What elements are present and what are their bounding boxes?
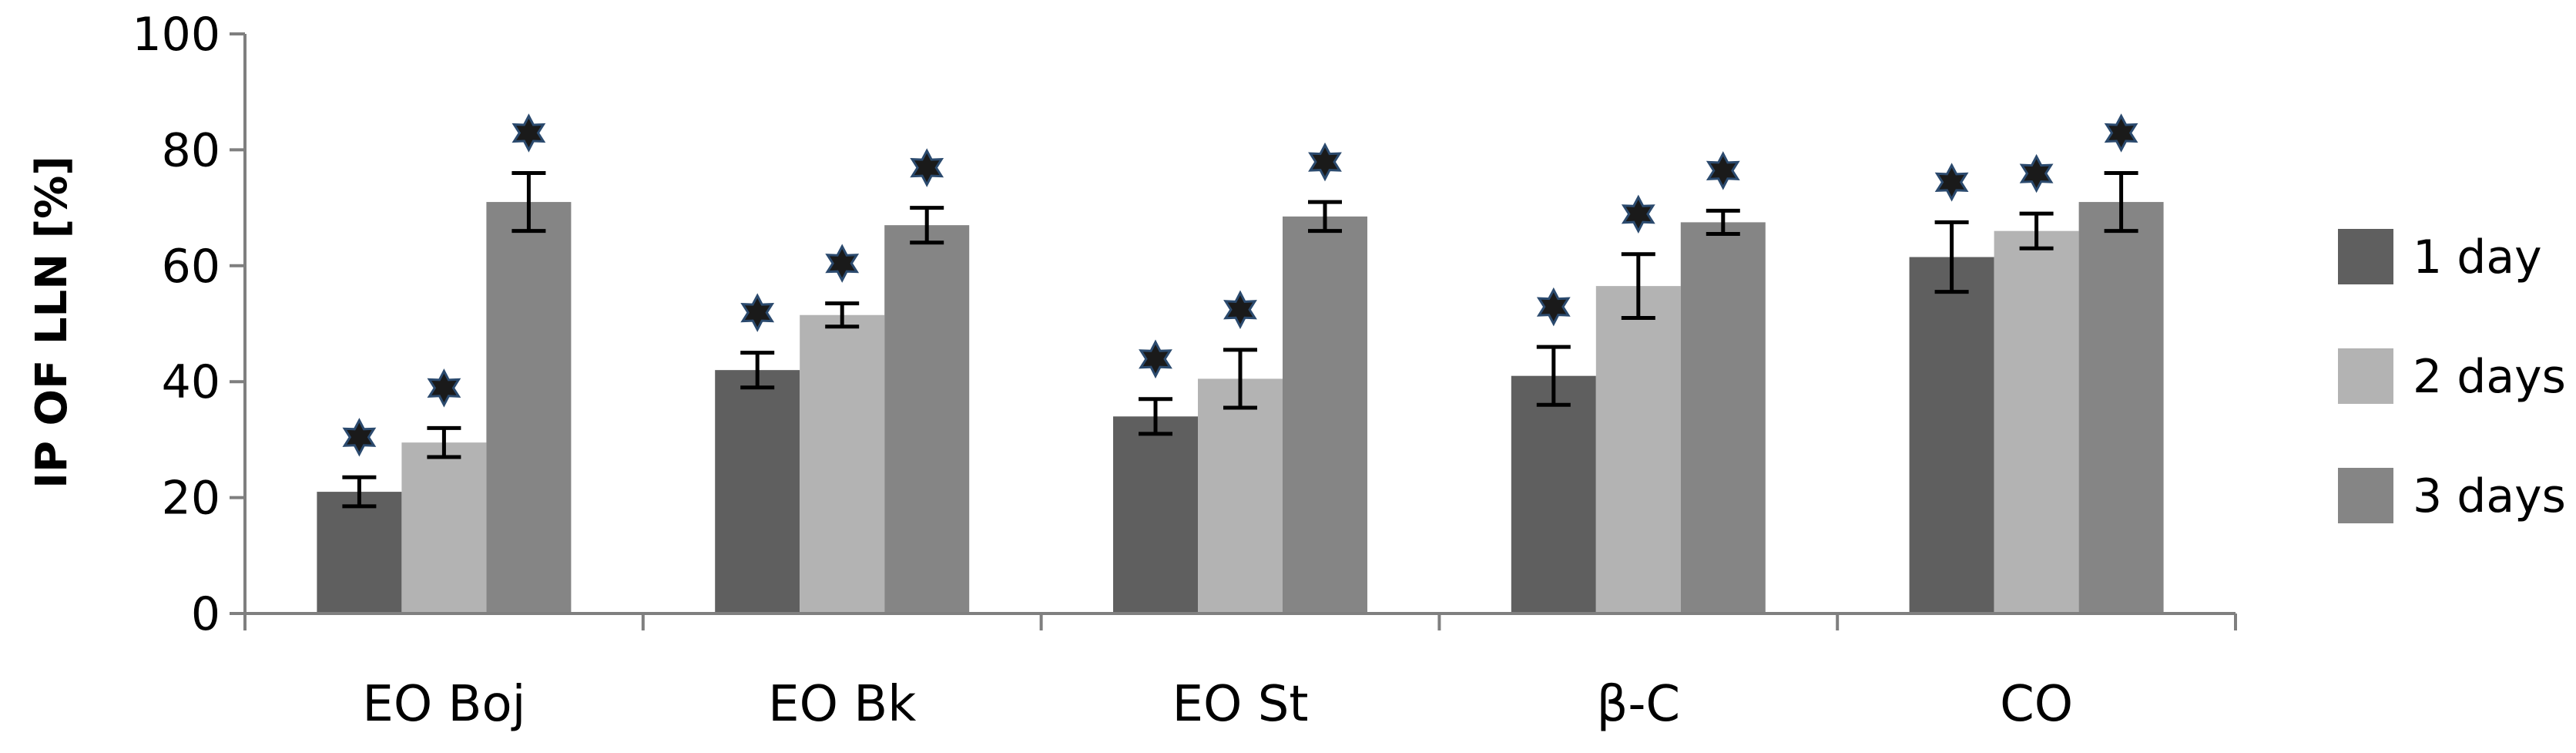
error-bar: [825, 301, 860, 329]
y-tick-label: 80: [162, 123, 220, 177]
bar: [1283, 216, 1367, 613]
y-tick-label: 60: [162, 240, 220, 294]
error-bar: [2019, 211, 2054, 250]
x-category-label: EO St: [1172, 676, 1309, 733]
bar: [800, 314, 885, 613]
error-bar: [342, 475, 377, 509]
bar: [317, 492, 402, 613]
y-axis-title: IP OF LLN [%]: [27, 156, 77, 489]
significance-asterisk: [342, 418, 377, 457]
legend-label: 1 day: [2413, 230, 2542, 284]
bar: [2078, 202, 2164, 614]
significance-asterisk: [1139, 339, 1172, 379]
bar: [401, 442, 487, 613]
significance-asterisk: [2019, 153, 2054, 193]
axes-group: [243, 34, 2237, 630]
significance-asterisk: [512, 113, 546, 153]
legend-label: 2 days: [2413, 350, 2566, 404]
significance-asterisk: [825, 244, 860, 283]
y-tick-label: 20: [162, 472, 220, 526]
error-bar: [740, 351, 775, 390]
error-bar: [427, 425, 461, 459]
legend-swatch: [2338, 468, 2393, 523]
legend-swatch: [2338, 229, 2393, 284]
error-bar: [1139, 397, 1172, 436]
bar: [884, 225, 970, 613]
bars-group: [317, 202, 2164, 614]
x-category-label: EO Boj: [362, 676, 525, 733]
significance-markers-group: [342, 113, 2138, 457]
significance-asterisk: [427, 368, 461, 408]
bar: [1909, 257, 1994, 613]
error-bar: [512, 170, 546, 234]
legend-label: 3 days: [2413, 469, 2566, 523]
bar: [1595, 286, 1681, 613]
significance-asterisk: [910, 148, 944, 187]
y-tick-label: 100: [132, 8, 220, 62]
bar: [715, 370, 800, 613]
error-bar: [2104, 170, 2138, 234]
bar: [1113, 416, 1198, 613]
error-bar: [1308, 200, 1342, 234]
y-tick-label: 0: [191, 587, 220, 641]
significance-asterisk: [1934, 163, 1969, 202]
error-bar: [1934, 220, 1969, 294]
error-bar: [1223, 348, 1257, 410]
bar: [1994, 230, 2079, 613]
legend-swatch: [2338, 348, 2393, 404]
significance-asterisk: [1223, 290, 1257, 330]
significance-asterisk: [1308, 142, 1342, 182]
bar: [1511, 375, 1596, 613]
x-category-label: EO Bk: [768, 676, 916, 733]
significance-asterisk: [1621, 194, 1655, 234]
error-bar: [1536, 345, 1571, 407]
x-category-label: CO: [2000, 676, 2073, 733]
error-bar: [1621, 252, 1655, 320]
x-axis-categories: EO Boj EO Bk EO St β-C CO: [362, 676, 2073, 733]
y-axis-ticks: 0 20 40 60 80 100: [132, 8, 245, 641]
bar: [1680, 222, 1766, 613]
significance-asterisk: [1536, 287, 1571, 327]
significance-asterisk: [740, 293, 775, 332]
error-bar: [1706, 208, 1740, 236]
bar: [486, 202, 572, 614]
significance-asterisk: [1706, 151, 1740, 190]
error-bar: [910, 206, 944, 245]
significance-asterisk: [2104, 113, 2138, 153]
legend: 1 day 2 days 3 days: [2338, 229, 2566, 523]
y-tick-label: 40: [162, 355, 220, 409]
x-category-label: β-C: [1596, 676, 1680, 733]
error-bars-group: [342, 170, 2138, 509]
bar: [1198, 378, 1283, 613]
